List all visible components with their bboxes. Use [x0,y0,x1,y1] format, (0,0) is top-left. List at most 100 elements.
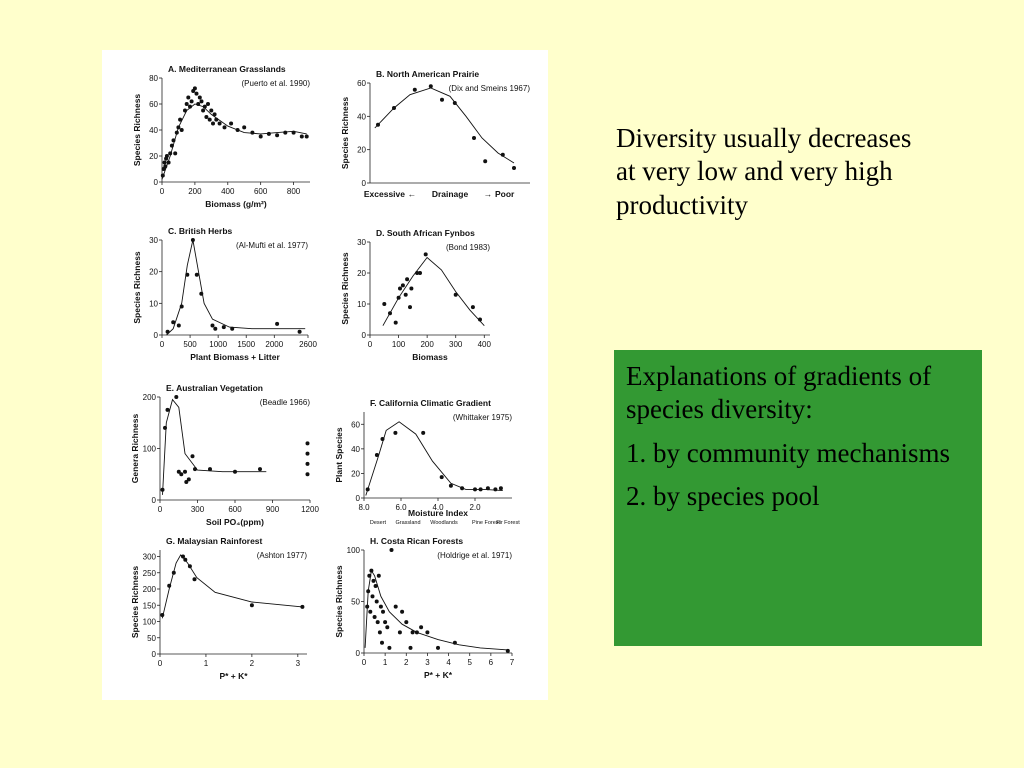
data-point [396,295,401,300]
y-axis-title: Species Richness [334,565,344,638]
x-tick-label: 0 [158,659,163,668]
data-point [275,133,280,138]
data-point [428,84,433,89]
species-richness-figure: A. Mediterranean Grasslands (Puerto et al… [130,64,531,681]
data-point [178,117,183,122]
data-point [398,286,402,291]
x-tick-label: 2 [250,659,255,668]
data-point [176,125,181,130]
data-point [365,604,370,609]
data-point [423,252,428,257]
x-axis-title: Plant Biomass + Litter [190,352,280,362]
data-point [162,160,167,165]
x-axis-title: Biomass (g/m²) [205,199,267,209]
panel-title: E. Australian Vegetation [166,383,263,393]
data-point [208,467,212,472]
y-tick-label: 100 [143,445,157,454]
data-point [452,101,457,105]
data-point [185,272,190,277]
x-tick-label: 200 [420,340,434,349]
x-axis-title-left: Excessive [364,189,405,199]
y-tick-label: 0 [362,331,367,340]
data-point [196,102,201,106]
left-arrow-icon: ← [408,189,417,199]
panel-citation: (Beadle 1966) [260,398,311,407]
data-point [410,630,415,635]
data-point [383,620,388,625]
vegetation-label: Pine Forest [472,520,501,526]
data-point [229,121,234,126]
x-tick-label: 900 [266,505,280,514]
y-tick-label: 30 [149,236,158,245]
data-point [460,486,465,491]
data-point [233,469,237,474]
panel-title: G. Malaysian Rainforest [166,536,263,546]
data-point [190,238,195,242]
x-tick-label: 2600 [299,340,317,349]
data-point [171,320,176,325]
trend-curve [161,554,303,619]
y-tick-label: 0 [356,494,361,503]
x-axis-title: Soil PO₄(ppm) [206,517,264,527]
data-point [210,323,215,328]
x-tick-label: 500 [183,340,197,349]
data-point [400,609,405,614]
data-point [174,395,179,399]
data-point [368,609,373,614]
data-point [483,159,488,164]
data-point [183,108,187,113]
panel-citation: (Dix and Smeins 1967) [449,84,531,93]
y-tick-label: 0 [152,496,157,505]
data-point [448,483,453,488]
data-point [388,311,392,316]
data-point [419,625,424,630]
data-point [181,554,185,559]
data-point [498,486,503,491]
x-tick-label: 0 [160,340,165,349]
trend-curve [162,398,267,495]
data-point [297,329,302,334]
data-point [381,609,385,614]
data-point [408,645,413,650]
data-point [209,108,214,113]
vegetation-label: Woodlands [430,520,458,526]
data-point [222,125,227,130]
y-tick-label: 300 [143,553,157,562]
y-axis-title: Plant Species [334,427,344,483]
data-point [453,292,458,297]
data-point [412,87,417,92]
data-point [258,467,262,472]
data-point [374,599,379,604]
y-tick-label: 0 [154,331,159,340]
data-point [192,86,197,91]
panel-title: H. Costa Rican Forests [370,536,463,546]
y-tick-label: 200 [143,585,157,594]
data-point [176,469,181,474]
panel-citation: (Bond 1983) [446,243,490,252]
y-tick-label: 50 [147,634,156,643]
data-point [213,326,218,331]
data-point [174,130,179,135]
chart-panel-h: H. Costa Rican Forests (Holdrige et al. 1… [334,536,515,680]
panel-citation: (Holdrige et al. 1971) [437,551,512,560]
data-point [160,613,165,617]
x-axis-title-right: Poor [495,189,515,199]
data-point [385,625,390,630]
y-tick-label: 100 [143,618,157,627]
y-tick-label: 0 [152,650,157,659]
data-point [387,645,392,650]
y-tick-label: 0 [362,179,367,188]
explanation-item-species-pool: 2. by species pool [626,481,820,512]
y-tick-label: 150 [143,601,157,610]
panel-citation: (Ashton 1977) [257,551,308,560]
y-tick-label: 60 [357,79,366,88]
data-point [478,487,483,492]
trend-curve [382,256,485,327]
data-point [199,99,204,104]
data-point [393,320,398,325]
data-point [167,583,172,588]
panel-title: F. California Climatic Gradient [370,398,491,408]
data-point [393,604,398,609]
trend-curve [365,421,503,496]
x-tick-label: 800 [287,187,301,196]
